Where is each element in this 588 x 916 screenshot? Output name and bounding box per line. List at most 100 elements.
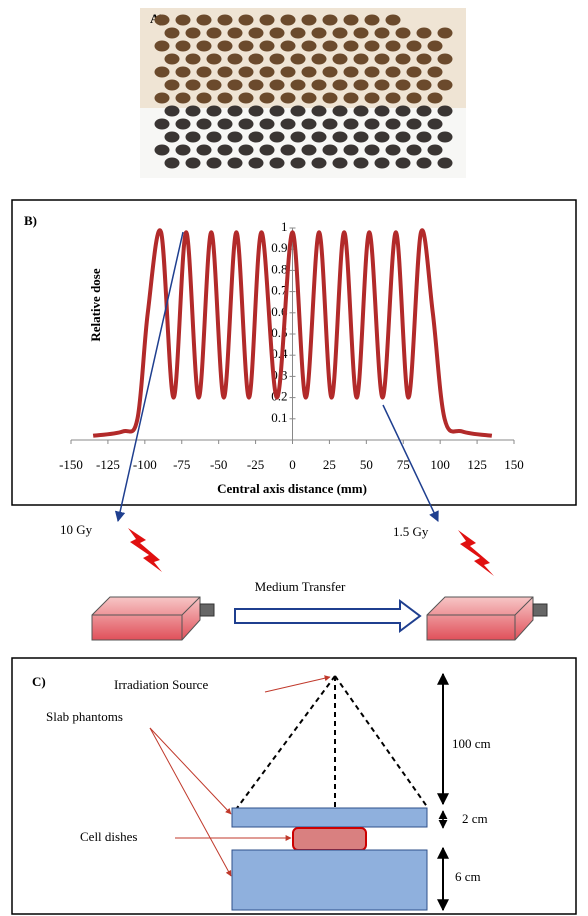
dot [353,157,369,169]
x-tick-label: 125 [467,457,487,472]
dot [290,53,306,65]
dot [332,27,348,39]
x-tick-label: -100 [133,457,157,472]
dot [154,14,170,26]
dot [269,105,285,117]
dot [154,92,170,104]
dot [301,40,317,52]
slab-label: Slab phantoms [46,709,123,724]
dot [280,40,296,52]
transfer-label: Medium Transfer [255,579,346,594]
dot [196,144,212,156]
dot [385,144,401,156]
dot [301,66,317,78]
y-tick-label: 0.9 [271,240,287,255]
dot [437,79,453,91]
dot [227,105,243,117]
dot [385,40,401,52]
y-tick-label: 0.1 [271,410,287,425]
dot [175,118,191,130]
flask [426,596,548,641]
dose-label: 10 Gy [60,522,93,537]
dot [395,157,411,169]
dot [185,131,201,143]
dot [175,14,191,26]
pointer [264,675,331,693]
dose-line [92,228,493,438]
dot [322,144,338,156]
dot [301,14,317,26]
x-axis-label: Central axis distance (mm) [217,481,367,496]
dot [427,40,443,52]
panel-label: B) [24,213,37,228]
dot [416,131,432,143]
dot [322,92,338,104]
dot [364,118,380,130]
dot [301,92,317,104]
dot [206,131,222,143]
dot [238,14,254,26]
dot [175,66,191,78]
dot [185,157,201,169]
dot [353,79,369,91]
dot [185,79,201,91]
dot [364,40,380,52]
dot [332,53,348,65]
slab [231,807,428,828]
dot [343,14,359,26]
dot [196,14,212,26]
dot [290,157,306,169]
x-tick-label: 0 [289,457,296,472]
dot [154,118,170,130]
x-tick-label: -125 [96,457,120,472]
dot [217,118,233,130]
dot [248,131,264,143]
dot [395,79,411,91]
dot [385,14,401,26]
dot [332,131,348,143]
dot [227,27,243,39]
dose-arrow [114,231,184,523]
dot [343,40,359,52]
dimension-label: 100 cm [452,736,491,751]
dot [217,92,233,104]
dot [154,66,170,78]
dot [311,131,327,143]
dose-arrow [382,404,439,522]
dot [395,105,411,117]
panel-a: A) [140,8,466,178]
dot [269,27,285,39]
dot [280,14,296,26]
dot [364,144,380,156]
dot [280,92,296,104]
beam [236,675,429,809]
dot [227,53,243,65]
dot [311,79,327,91]
dot [227,131,243,143]
dot [332,157,348,169]
dot [185,27,201,39]
dot [238,118,254,130]
dot [301,118,317,130]
dot [206,53,222,65]
dot [259,40,275,52]
dot [395,53,411,65]
dot [437,131,453,143]
slab [231,849,428,911]
lightning [458,530,494,576]
dot [227,79,243,91]
dot [374,105,390,117]
dot [343,144,359,156]
dot [311,157,327,169]
dot [248,157,264,169]
dot [259,118,275,130]
dot [238,40,254,52]
dot [395,131,411,143]
dot [290,131,306,143]
x-tick-label: 25 [323,457,336,472]
panel-b-frame [11,199,577,506]
dot [332,79,348,91]
dot [406,40,422,52]
dish-label: Cell dishes [80,829,137,844]
